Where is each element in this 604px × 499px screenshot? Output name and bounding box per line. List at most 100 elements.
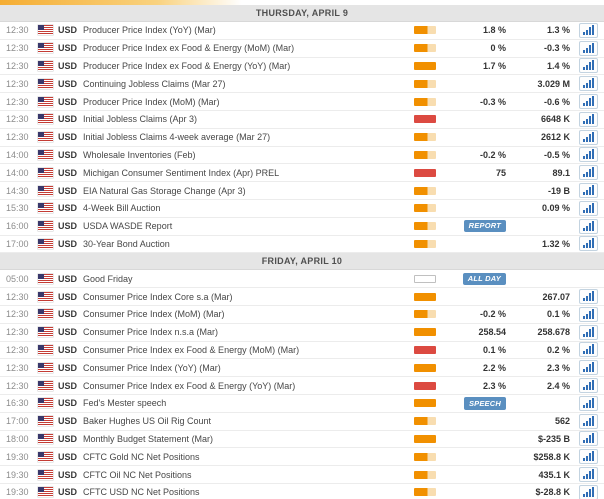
chart-button[interactable] bbox=[579, 484, 598, 499]
event-row[interactable]: 19:30 USD CFTC Oil NC Net Positions 435.… bbox=[0, 466, 604, 484]
impact-bar-icon bbox=[414, 239, 436, 248]
impact-bar-icon bbox=[414, 310, 436, 319]
previous-value: 1.3 % bbox=[546, 25, 570, 36]
event-row[interactable]: 16:30 USD Fed's Mester speech SPEECH bbox=[0, 394, 604, 413]
chart-button[interactable] bbox=[579, 360, 598, 376]
impact-bar-icon bbox=[414, 133, 436, 142]
chart-button[interactable] bbox=[579, 342, 598, 358]
event-row[interactable]: 19:30 USD CFTC Gold NC Net Positions $25… bbox=[0, 448, 604, 467]
impact-cell bbox=[414, 168, 446, 177]
us-flag-icon bbox=[38, 96, 53, 107]
chart-button[interactable] bbox=[579, 58, 598, 74]
event-title: Good Friday bbox=[83, 273, 133, 284]
chart-button[interactable] bbox=[579, 218, 598, 234]
event-title: CFTC Oil NC Net Positions bbox=[83, 469, 192, 480]
event-row[interactable]: 12:30 USD Consumer Price Index (YoY) (Ma… bbox=[0, 359, 604, 378]
chart-button[interactable] bbox=[579, 431, 598, 447]
event-title: Producer Price Index ex Food & Energy (Y… bbox=[83, 60, 291, 71]
event-row[interactable]: 14:30 USD EIA Natural Gas Storage Change… bbox=[0, 182, 604, 200]
impact-cell bbox=[414, 186, 446, 195]
us-flag-icon bbox=[38, 78, 53, 89]
event-row[interactable]: 12:30 USD Producer Price Index ex Food &… bbox=[0, 39, 604, 58]
consensus-value: 2.3 % bbox=[482, 380, 506, 391]
chart-cell bbox=[570, 413, 598, 429]
impact-bar-icon bbox=[414, 328, 436, 337]
event-row[interactable]: 12:30 USD Initial Jobless Claims (Apr 3)… bbox=[0, 110, 604, 129]
chart-button[interactable] bbox=[579, 449, 598, 465]
previous-value: 2.4 % bbox=[546, 380, 570, 391]
chart-button[interactable] bbox=[579, 236, 598, 252]
event-row[interactable]: 17:00 USD Baker Hughes US Oil Rig Count … bbox=[0, 412, 604, 431]
event-row[interactable]: 19:30 USD CFTC USD NC Net Positions $-28… bbox=[0, 483, 604, 499]
chart-button[interactable] bbox=[579, 467, 598, 483]
event-time: 17:00 bbox=[6, 238, 29, 249]
consensus-cell: 0 % bbox=[446, 43, 506, 53]
chart-button[interactable] bbox=[579, 183, 598, 199]
event-row[interactable]: 05:00 USD Good Friday ALL DAY bbox=[0, 270, 604, 289]
event-row[interactable]: 12:30 USD Consumer Price Index ex Food &… bbox=[0, 377, 604, 395]
event-currency: USD bbox=[58, 380, 78, 391]
event-currency: USD bbox=[58, 487, 78, 498]
event-row[interactable]: 12:30 USD Consumer Price Index n.s.a (Ma… bbox=[0, 323, 604, 342]
us-flag-icon bbox=[38, 60, 53, 71]
previous-value: 267.07 bbox=[542, 291, 570, 302]
event-row[interactable]: 12:30 USD Producer Price Index (YoY) (Ma… bbox=[0, 22, 604, 40]
chart-button[interactable] bbox=[579, 378, 598, 394]
chart-button[interactable] bbox=[579, 40, 598, 56]
event-row[interactable]: 12:30 USD Consumer Price Index (MoM) (Ma… bbox=[0, 305, 604, 324]
bar-chart-icon bbox=[583, 78, 594, 89]
chart-button[interactable] bbox=[579, 395, 598, 411]
chart-button[interactable] bbox=[579, 147, 598, 163]
day-header-label: THURSDAY, APRIL 9 bbox=[255, 8, 349, 18]
us-flag-icon bbox=[38, 203, 53, 214]
event-currency: USD bbox=[58, 167, 78, 178]
event-time: 17:00 bbox=[6, 416, 29, 427]
event-row[interactable]: 16:00 USD USDA WASDE Report REPORT bbox=[0, 217, 604, 236]
previous-cell: -0.3 % bbox=[506, 43, 570, 53]
chart-button[interactable] bbox=[579, 306, 598, 322]
event-title: EIA Natural Gas Storage Change (Apr 3) bbox=[83, 185, 246, 196]
consensus-cell: 2.3 % bbox=[446, 381, 506, 391]
event-row[interactable]: 15:30 USD 4-Week Bill Auction 0.09 % bbox=[0, 199, 604, 218]
impact-bar-icon bbox=[414, 274, 436, 283]
previous-value: 3.029 M bbox=[537, 78, 570, 89]
event-title: USDA WASDE Report bbox=[83, 221, 173, 232]
event-time: 12:30 bbox=[6, 96, 29, 107]
event-row[interactable]: 12:30 USD Consumer Price Index Core s.a … bbox=[0, 288, 604, 306]
event-row[interactable]: 14:00 USD Wholesale Inventories (Feb) -0… bbox=[0, 146, 604, 165]
chart-button[interactable] bbox=[579, 413, 598, 429]
event-row[interactable]: 12:30 USD Initial Jobless Claims 4-week … bbox=[0, 128, 604, 147]
consensus-cell: SPEECH bbox=[446, 397, 506, 410]
chart-button[interactable] bbox=[579, 111, 598, 127]
impact-cell bbox=[414, 488, 446, 497]
event-time: 05:00 bbox=[6, 273, 29, 284]
impact-bar-icon bbox=[414, 363, 436, 372]
chart-cell bbox=[570, 22, 598, 38]
chart-button[interactable] bbox=[579, 200, 598, 216]
chart-button[interactable] bbox=[579, 94, 598, 110]
event-currency: USD bbox=[58, 291, 78, 302]
day-header: FRIDAY, APRIL 10 bbox=[0, 253, 604, 271]
consensus-value: -0.2 % bbox=[479, 149, 506, 160]
event-row[interactable]: 12:30 USD Producer Price Index ex Food &… bbox=[0, 57, 604, 76]
event-row[interactable]: 12:30 USD Consumer Price Index ex Food &… bbox=[0, 341, 604, 360]
event-row[interactable]: 12:30 USD Continuing Jobless Claims (Mar… bbox=[0, 75, 604, 94]
chart-cell bbox=[570, 395, 598, 411]
event-time: 14:00 bbox=[6, 149, 29, 160]
chart-button[interactable] bbox=[579, 22, 598, 38]
event-row[interactable]: 17:00 USD 30-Year Bond Auction 1.32 % bbox=[0, 235, 604, 254]
chart-button[interactable] bbox=[579, 165, 598, 181]
impact-cell bbox=[414, 150, 446, 159]
chart-button[interactable] bbox=[579, 76, 598, 92]
previous-value: 1.4 % bbox=[546, 60, 570, 71]
event-row[interactable]: 18:00 USD Monthly Budget Statement (Mar)… bbox=[0, 430, 604, 449]
chart-button[interactable] bbox=[579, 324, 598, 340]
chart-button[interactable] bbox=[579, 289, 598, 305]
event-row[interactable]: 12:30 USD Producer Price Index (MoM) (Ma… bbox=[0, 93, 604, 111]
chart-button[interactable] bbox=[579, 129, 598, 145]
previous-cell: 0.2 % bbox=[506, 345, 570, 355]
event-title: Wholesale Inventories (Feb) bbox=[83, 149, 196, 160]
event-row[interactable]: 14:00 USD Michigan Consumer Sentiment In… bbox=[0, 164, 604, 183]
event-time: 15:30 bbox=[6, 203, 29, 214]
